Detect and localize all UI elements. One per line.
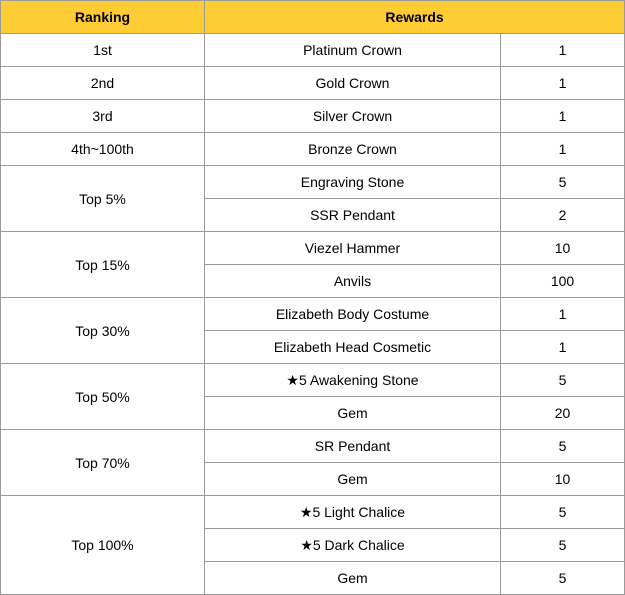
reward-quantity-cell: 5 — [499, 429, 625, 463]
table-row: 4th~100th Bronze Crown 1 — [0, 132, 625, 166]
reward-name-cell: Gold Crown — [204, 66, 501, 100]
table-row: ★5 Dark Chalice 5 — [1, 528, 625, 562]
table-row: Top 15% Viezel Hammer 10 — [0, 231, 625, 298]
table-row: Gem 10 — [1, 462, 625, 496]
table-row: 2nd Gold Crown 1 — [0, 66, 625, 100]
reward-name-cell: Viezel Hammer — [204, 231, 501, 265]
reward-name-cell: Silver Crown — [204, 99, 501, 133]
reward-name-cell: Gem — [204, 462, 501, 496]
table-body: 1st Platinum Crown 1 2nd Gold Crown 1 3rd Silve… — [0, 33, 625, 595]
reward-name-cell: Elizabeth Head Cosmetic — [204, 330, 501, 364]
table-row: Top 30% Elizabeth Body Costume 1 — [0, 297, 625, 364]
ranking-cell: 3rd — [0, 99, 205, 133]
table-row: Gem 20 — [1, 396, 625, 430]
reward-name-cell: Elizabeth Body Costume — [204, 297, 501, 331]
reward-quantity-cell: 10 — [499, 462, 625, 496]
reward-name-cell: ★5 Dark Chalice — [204, 528, 501, 562]
reward-quantity-cell: 1 — [499, 297, 625, 331]
reward-quantity-cell: 5 — [499, 165, 625, 199]
reward-name-cell: SSR Pendant — [204, 198, 501, 232]
reward-name-cell: Bronze Crown — [204, 132, 501, 166]
ranking-cell: Top 100% — [0, 495, 205, 595]
table-row: 1st Platinum Crown 1 — [0, 33, 625, 67]
rewards-header: Rewards — [203, 0, 625, 34]
ranking-cell: 1st — [0, 33, 205, 67]
reward-quantity-cell: 1 — [499, 99, 625, 133]
reward-quantity-cell: 1 — [499, 132, 625, 166]
reward-quantity-cell: 5 — [499, 528, 625, 562]
ranking-cell: Top 15% — [0, 231, 205, 298]
table-row: Top 5% Engraving Stone 5 — [0, 165, 625, 232]
reward-quantity-cell: 2 — [499, 198, 625, 232]
table-row: Gem 5 — [1, 561, 625, 595]
table-row: Top 100% ★5 Light Chalice 5 — [0, 495, 625, 595]
reward-quantity-cell: 20 — [499, 396, 625, 430]
ranking-cell: 4th~100th — [0, 132, 205, 166]
ranking-cell: Top 5% — [0, 165, 205, 232]
reward-name-cell: Engraving Stone — [204, 165, 501, 199]
ranking-cell: 2nd — [0, 66, 205, 100]
table-row: Top 70% SR Pendant 5 — [0, 429, 625, 496]
table-row: 3rd Silver Crown 1 — [0, 99, 625, 133]
reward-quantity-cell: 1 — [499, 66, 625, 100]
reward-quantity-cell: 100 — [499, 264, 625, 298]
reward-name-cell: Gem — [204, 396, 501, 430]
table-header-row: Ranking Rewards — [0, 0, 625, 34]
reward-name-cell: ★5 Light Chalice — [204, 495, 501, 529]
reward-name-cell: SR Pendant — [204, 429, 501, 463]
ranking-header: Ranking — [0, 0, 205, 34]
reward-name-cell: Gem — [204, 561, 501, 595]
table-row: SSR Pendant 2 — [1, 198, 625, 232]
reward-quantity-cell: 5 — [499, 363, 625, 397]
ranking-cell: Top 70% — [0, 429, 205, 496]
ranking-cell: Top 50% — [0, 363, 205, 430]
reward-quantity-cell: 1 — [499, 330, 625, 364]
reward-name-cell: Platinum Crown — [204, 33, 501, 67]
reward-quantity-cell: 1 — [499, 33, 625, 67]
ranking-cell: Top 30% — [0, 297, 205, 364]
reward-quantity-cell: 5 — [499, 495, 625, 529]
reward-name-cell: Anvils — [204, 264, 501, 298]
reward-quantity-cell: 5 — [499, 561, 625, 595]
reward-quantity-cell: 10 — [499, 231, 625, 265]
table-row: Top 50% ★5 Awakening Stone 5 — [0, 363, 625, 430]
reward-name-cell: ★5 Awakening Stone — [204, 363, 501, 397]
table-row: Elizabeth Head Cosmetic 1 — [1, 330, 625, 364]
